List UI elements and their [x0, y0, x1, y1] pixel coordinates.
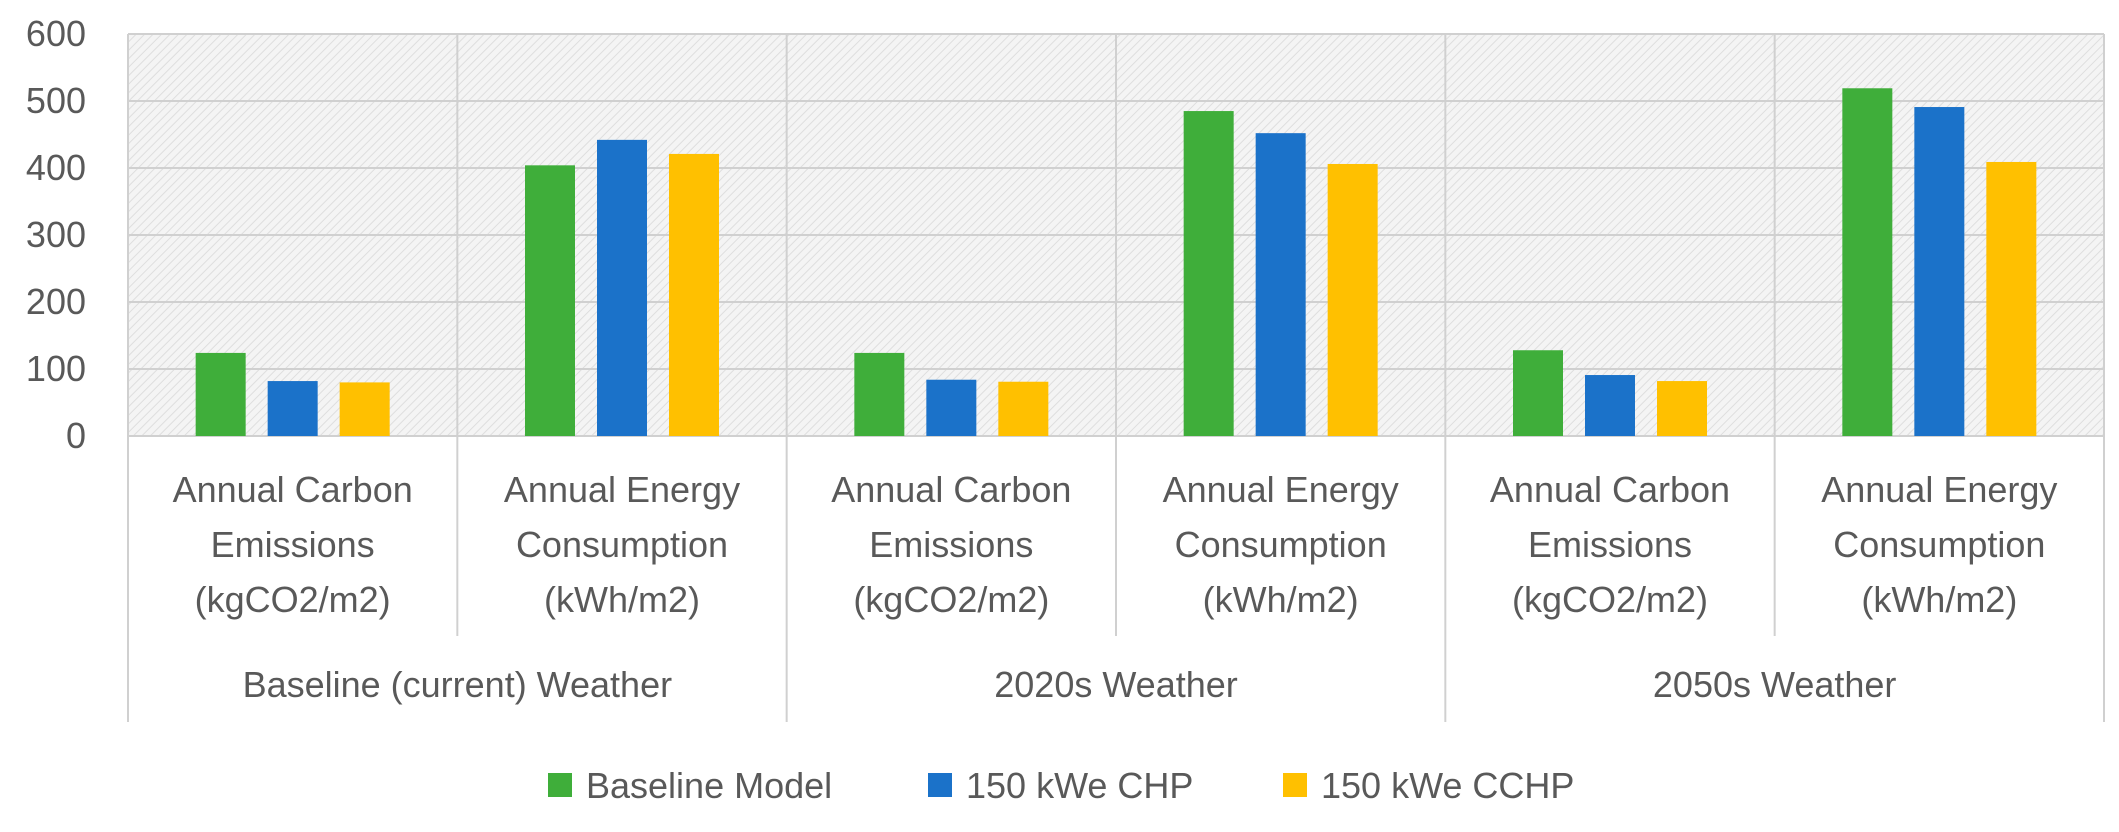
category-label-line: (kgCO2/m2) [195, 579, 391, 620]
legend-label: 150 kWe CHP [966, 765, 1193, 806]
category-label-line: Emissions [1528, 524, 1692, 565]
category-label-line: Consumption [516, 524, 728, 565]
category-label-line: Annual Carbon [1490, 469, 1730, 510]
legend-swatch [1283, 773, 1307, 797]
bar [854, 352, 905, 436]
category-label: Annual Carbon Emissions (kgCO2/m2) [1490, 469, 1730, 620]
category-label: Annual Carbon Emissions (kgCO2/m2) [173, 469, 413, 620]
bar [1255, 133, 1306, 436]
y-tick-label: 100 [26, 348, 86, 389]
bar [267, 381, 318, 436]
bar [1513, 350, 1563, 436]
bar [195, 352, 246, 436]
bar [926, 379, 977, 436]
category-label-line: Annual Energy [504, 469, 740, 510]
category-label: Annual Energy Consumption (kWh/m2) [504, 469, 740, 620]
legend-label: 150 kWe CCHP [1321, 765, 1574, 806]
y-tick-label: 600 [26, 13, 86, 54]
category-label-line: (kWh/m2) [544, 579, 700, 620]
bar [525, 165, 575, 436]
group-label: Baseline (current) Weather [243, 664, 673, 705]
category-label-line: Emissions [211, 524, 375, 565]
bar [1183, 111, 1234, 437]
category-label-line: (kWh/m2) [1861, 579, 2017, 620]
y-tick-label: 300 [26, 214, 86, 255]
category-label: Annual Carbon Emissions (kgCO2/m2) [831, 469, 1071, 620]
category-label-line: Annual Carbon [173, 469, 413, 510]
legend-label: Baseline Model [586, 765, 832, 806]
group-label: 2050s Weather [1653, 664, 1897, 705]
y-tick-label: 200 [26, 281, 86, 322]
y-tick-label: 500 [26, 80, 86, 121]
category-label-line: Consumption [1175, 524, 1387, 565]
category-label-line: Emissions [869, 524, 1033, 565]
legend-swatch [928, 773, 952, 797]
category-label-line: Annual Energy [1163, 469, 1399, 510]
category-label-line: (kWh/m2) [1203, 579, 1359, 620]
bar [1657, 381, 1707, 436]
y-tick-label: 400 [26, 147, 86, 188]
bar [1914, 107, 1965, 436]
legend-swatch [548, 773, 572, 797]
category-label-line: Consumption [1833, 524, 2045, 565]
bar [669, 153, 719, 436]
bar [1986, 161, 2037, 436]
category-label-line: Annual Carbon [831, 469, 1071, 510]
bar [998, 381, 1049, 436]
bar [597, 139, 647, 437]
group-label: 2020s Weather [994, 664, 1238, 705]
category-label-line: (kgCO2/m2) [853, 579, 1049, 620]
category-label-line: (kgCO2/m2) [1512, 579, 1708, 620]
bar [339, 382, 390, 436]
bar [1842, 88, 1893, 437]
category-label: Annual Energy Consumption (kWh/m2) [1821, 469, 2057, 620]
category-label-line: Annual Energy [1821, 469, 2057, 510]
bar [1585, 375, 1635, 436]
y-tick-label: 0 [66, 415, 86, 456]
category-label: Annual Energy Consumption (kWh/m2) [1163, 469, 1399, 620]
bar [1327, 163, 1378, 437]
